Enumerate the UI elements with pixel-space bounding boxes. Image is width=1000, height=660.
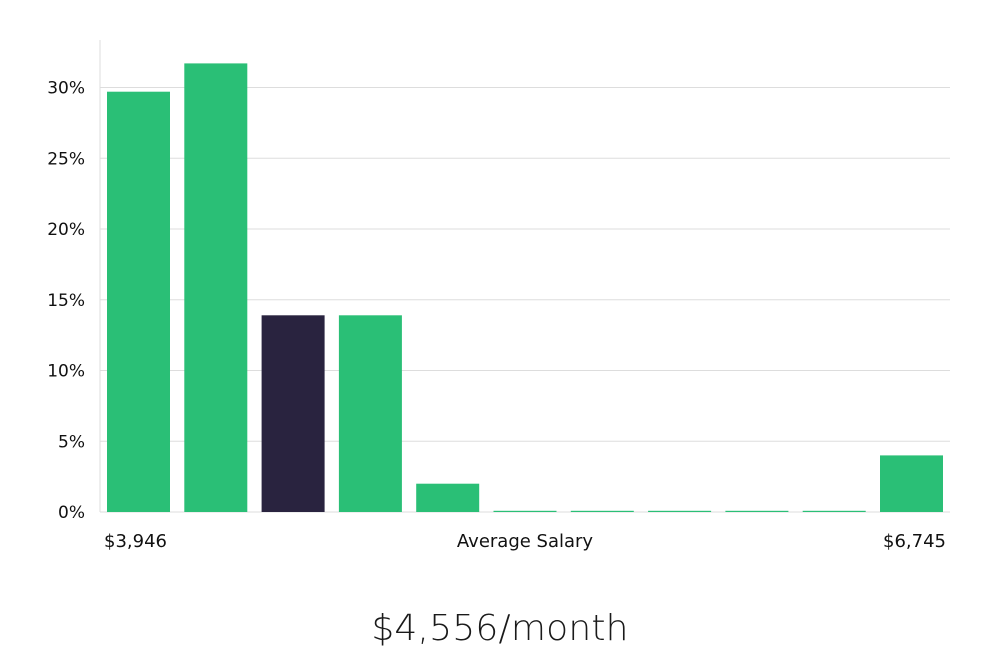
- bar: [725, 510, 789, 512]
- bar: [570, 510, 634, 512]
- y-tick-label: 30%: [47, 79, 85, 99]
- y-tick-label: 0%: [58, 503, 85, 523]
- bar: [493, 510, 557, 512]
- y-tick-label: 5%: [58, 432, 85, 452]
- bar: [338, 315, 402, 512]
- x-max-label: $6,745: [883, 531, 946, 552]
- y-tick-label: 20%: [47, 220, 85, 240]
- y-tick-label: 25%: [47, 149, 85, 169]
- x-min-label: $3,946: [104, 531, 167, 552]
- bar: [648, 510, 712, 512]
- bars: [107, 63, 943, 513]
- y-tick-labels: 0% 5% 10% 15% 20% 25% 30%: [47, 79, 85, 524]
- salary-histogram-chart: 0% 5% 10% 15% 20% 25% 30% $3,946 Average Salar…: [47, 40, 950, 552]
- bar: [107, 91, 170, 512]
- average-salary-headline: $4,556/month: [371, 608, 629, 649]
- y-tick-label: 15%: [47, 291, 85, 311]
- bar-highlighted: [261, 315, 325, 512]
- bar: [416, 483, 480, 512]
- y-tick-label: 10%: [47, 362, 85, 382]
- bar: [802, 510, 866, 512]
- x-axis-title: Average Salary: [457, 531, 594, 552]
- bar: [880, 455, 943, 512]
- bar: [184, 63, 248, 513]
